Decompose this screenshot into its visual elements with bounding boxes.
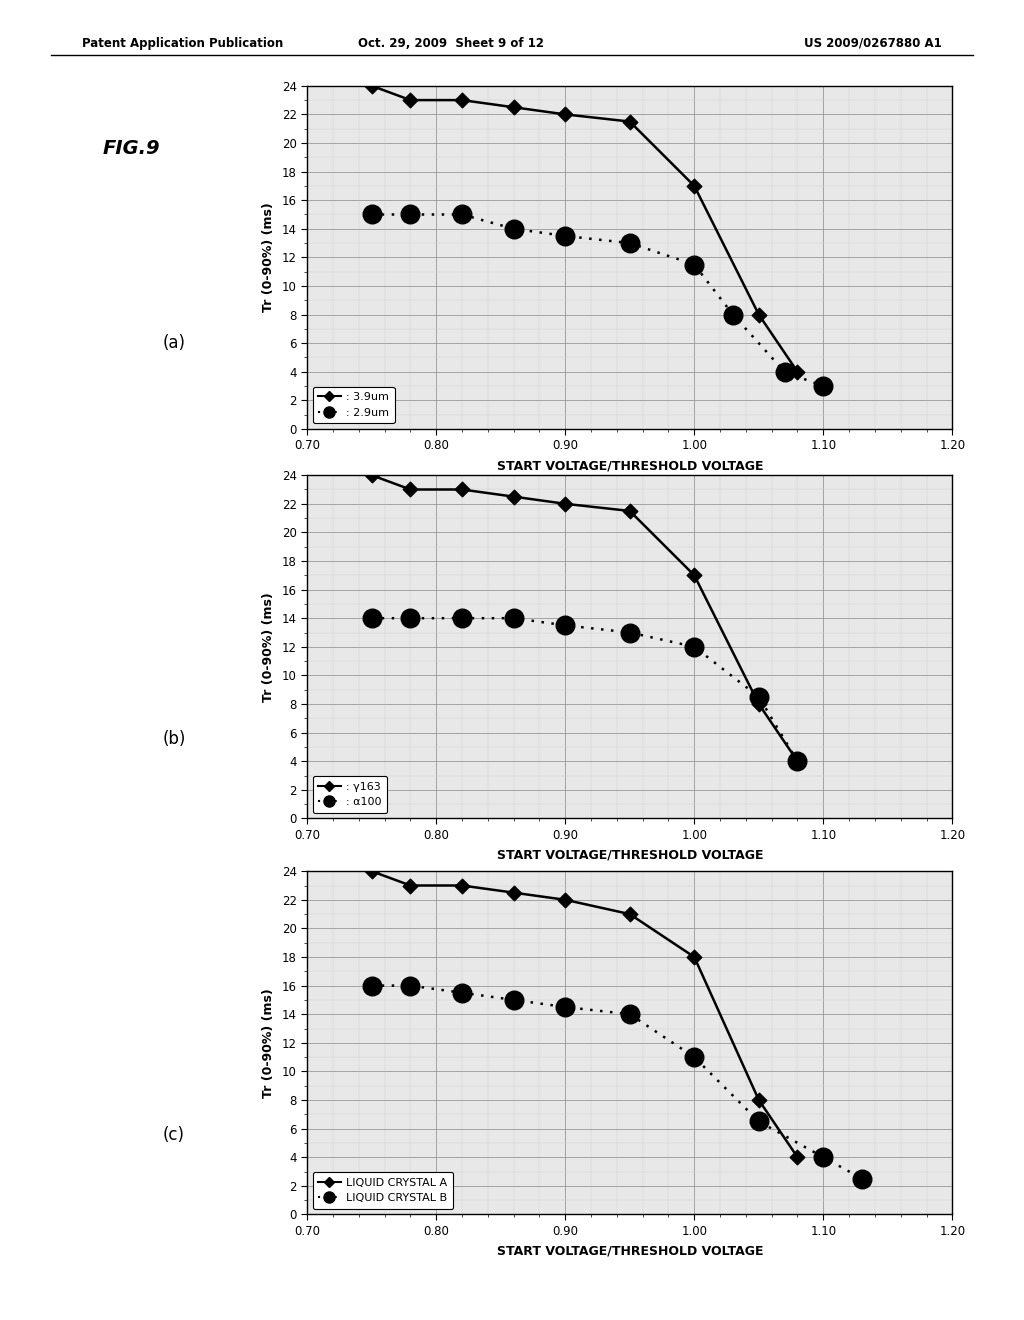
- Text: (b): (b): [163, 730, 185, 748]
- Text: Oct. 29, 2009  Sheet 9 of 12: Oct. 29, 2009 Sheet 9 of 12: [357, 37, 544, 50]
- Point: [454, 479, 470, 500]
- Point: [622, 903, 638, 924]
- Point: [622, 232, 638, 253]
- Text: FIG.9: FIG.9: [102, 139, 160, 157]
- Legend: : γ163, : α100: : γ163, : α100: [312, 776, 387, 813]
- Point: [402, 90, 419, 111]
- Point: [557, 997, 573, 1018]
- Point: [557, 226, 573, 247]
- Point: [686, 946, 702, 968]
- Point: [364, 465, 380, 486]
- Point: [790, 751, 806, 772]
- Point: [506, 882, 522, 903]
- Point: [454, 203, 470, 224]
- Point: [454, 90, 470, 111]
- Y-axis label: Tr (0-90%) (ms): Tr (0-90%) (ms): [262, 202, 274, 313]
- Point: [751, 304, 767, 325]
- Point: [686, 1047, 702, 1068]
- Point: [454, 875, 470, 896]
- Point: [402, 607, 419, 628]
- Point: [776, 362, 793, 383]
- Text: (c): (c): [163, 1126, 185, 1144]
- Point: [751, 1089, 767, 1110]
- Point: [686, 636, 702, 657]
- Point: [686, 253, 702, 275]
- Point: [402, 479, 419, 500]
- Legend: : 3.9um, : 2.9um: : 3.9um, : 2.9um: [312, 387, 394, 424]
- Point: [751, 1111, 767, 1133]
- Y-axis label: Tr (0-90%) (ms): Tr (0-90%) (ms): [262, 987, 274, 1098]
- Text: Patent Application Publication: Patent Application Publication: [82, 37, 284, 50]
- Point: [557, 615, 573, 636]
- Point: [751, 686, 767, 708]
- Point: [454, 607, 470, 628]
- Y-axis label: Tr (0-90%) (ms): Tr (0-90%) (ms): [262, 591, 274, 702]
- Point: [622, 111, 638, 132]
- Point: [402, 875, 419, 896]
- Point: [454, 982, 470, 1003]
- Point: [622, 622, 638, 643]
- Point: [854, 1168, 870, 1189]
- Point: [815, 375, 831, 396]
- Point: [506, 990, 522, 1011]
- Point: [557, 104, 573, 125]
- Point: [364, 861, 380, 882]
- Point: [364, 75, 380, 96]
- Point: [506, 607, 522, 628]
- Point: [506, 96, 522, 117]
- X-axis label: START VOLTAGE/THRESHOLD VOLTAGE: START VOLTAGE/THRESHOLD VOLTAGE: [497, 849, 763, 862]
- Point: [557, 890, 573, 911]
- Point: [557, 494, 573, 515]
- Point: [725, 304, 741, 325]
- Point: [751, 693, 767, 714]
- Text: US 2009/0267880 A1: US 2009/0267880 A1: [804, 37, 942, 50]
- Point: [686, 565, 702, 586]
- Point: [506, 486, 522, 507]
- Point: [622, 500, 638, 521]
- Point: [790, 362, 806, 383]
- Point: [402, 975, 419, 997]
- Legend: LIQUID CRYSTAL A, LIQUID CRYSTAL B: LIQUID CRYSTAL A, LIQUID CRYSTAL B: [312, 1172, 453, 1209]
- Point: [815, 1147, 831, 1168]
- Point: [506, 218, 522, 239]
- Point: [402, 203, 419, 224]
- Point: [364, 607, 380, 628]
- Point: [790, 751, 806, 772]
- X-axis label: START VOLTAGE/THRESHOLD VOLTAGE: START VOLTAGE/THRESHOLD VOLTAGE: [497, 1245, 763, 1258]
- Point: [364, 203, 380, 224]
- X-axis label: START VOLTAGE/THRESHOLD VOLTAGE: START VOLTAGE/THRESHOLD VOLTAGE: [497, 459, 763, 473]
- Point: [622, 1003, 638, 1024]
- Point: [364, 975, 380, 997]
- Text: (a): (a): [163, 334, 185, 352]
- Point: [686, 176, 702, 197]
- Point: [790, 1147, 806, 1168]
